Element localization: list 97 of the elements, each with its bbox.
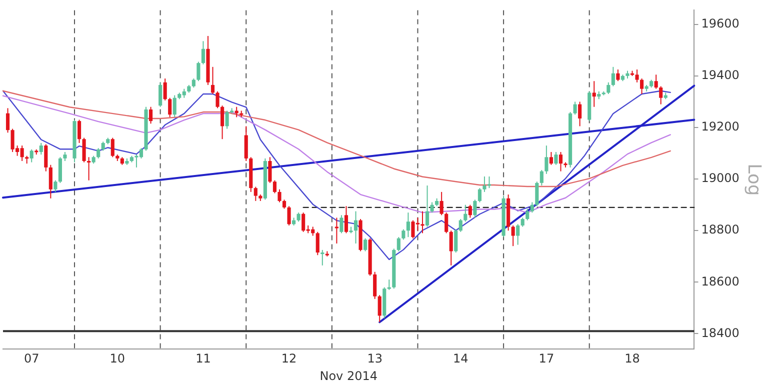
candlestick (573, 101, 577, 116)
candlestick (320, 249, 324, 266)
y-axis-title: Log (744, 164, 765, 196)
candlestick (454, 228, 458, 254)
candlestick (82, 137, 86, 163)
x-tick-label: 18 (624, 352, 640, 366)
candlestick (334, 217, 338, 244)
candlestick (296, 212, 300, 222)
candlestick (659, 86, 663, 105)
candlestick (344, 206, 348, 234)
x-tick-label: 10 (110, 352, 126, 366)
candlestick (444, 212, 448, 234)
candlestick (58, 156, 62, 184)
candlestick (316, 231, 320, 256)
candlestick (77, 119, 82, 144)
candlestick (234, 106, 238, 118)
y-tick-label: 18800 (701, 222, 740, 237)
candlestick (216, 90, 220, 109)
candlestick (482, 176, 486, 192)
candlestick (268, 156, 272, 184)
candlestick (101, 141, 105, 152)
candlestick (201, 40, 206, 65)
candlestick (192, 78, 196, 88)
candlestick (30, 148, 34, 163)
candlestick (282, 199, 286, 210)
candlestick (549, 151, 553, 166)
candlestick (48, 164, 52, 199)
y-tick-label: 18600 (701, 274, 740, 288)
candlestick (535, 181, 539, 207)
candlestick (516, 224, 520, 246)
candlestick (196, 61, 200, 82)
y-tick-label: 19600 (701, 16, 740, 31)
candlestick (468, 204, 472, 218)
candlestick (464, 204, 468, 222)
x-tick-label: 17 (538, 352, 554, 366)
candlestick (148, 106, 153, 124)
candlestick (511, 224, 515, 247)
candlestick (254, 186, 258, 202)
candlestick (39, 142, 43, 156)
candlestick (163, 78, 167, 101)
candlestick (654, 74, 658, 90)
candlestick (430, 202, 434, 214)
candlestick (44, 144, 48, 172)
candlestick (640, 78, 644, 94)
x-tick-label: 13 (367, 352, 382, 366)
candlestick (487, 176, 492, 189)
x-tick-label: 14 (453, 352, 468, 366)
candlestick (449, 230, 453, 266)
x-axis-title: Nov 2014 (320, 368, 378, 383)
y-tick-label: 19400 (701, 68, 740, 82)
candlestick (616, 68, 620, 82)
candlestick (244, 126, 248, 162)
candlestick (225, 110, 229, 130)
candlestick (458, 218, 462, 232)
candlestick (110, 137, 114, 158)
candlestick (402, 228, 406, 240)
candlestick (606, 82, 610, 94)
candlestick (530, 202, 534, 214)
candlestick (87, 156, 91, 181)
x-tick-label: 07 (24, 352, 40, 366)
candlestick (611, 66, 615, 87)
y-tick-label: 18400 (701, 326, 740, 340)
candlestick (168, 97, 172, 118)
candlestick (526, 208, 530, 221)
candlestick (406, 212, 410, 238)
candlestick (373, 271, 377, 300)
candlestick (287, 206, 291, 226)
candlestick (520, 217, 524, 228)
candlestick (544, 145, 548, 174)
candlestick (578, 101, 582, 127)
candlestick (558, 151, 563, 172)
x-tick-label: 11 (196, 352, 211, 366)
y-tick-label: 19200 (701, 120, 740, 134)
candlestick (554, 151, 558, 166)
candlestick (425, 185, 430, 228)
candlestick (378, 294, 382, 323)
candlestick (172, 94, 176, 118)
y-tick-label: 19000 (701, 171, 740, 186)
candlestick (440, 191, 444, 216)
candlestick (478, 188, 482, 203)
candlestick (592, 80, 596, 108)
candlestick (63, 151, 67, 162)
candlestick (473, 199, 477, 218)
candlestick (540, 170, 544, 186)
candlestick (396, 236, 400, 252)
candlestick (6, 108, 10, 134)
candlestick (364, 238, 368, 252)
candlestick (158, 82, 162, 108)
candlestick (354, 210, 358, 244)
x-tick-label: 12 (281, 352, 297, 366)
candlestick (210, 66, 215, 94)
candlestick (54, 180, 58, 192)
candlestick (272, 180, 277, 194)
candlestick (278, 188, 282, 203)
candlestick (220, 105, 224, 140)
candlestick (340, 214, 344, 234)
candlestick (96, 148, 100, 159)
